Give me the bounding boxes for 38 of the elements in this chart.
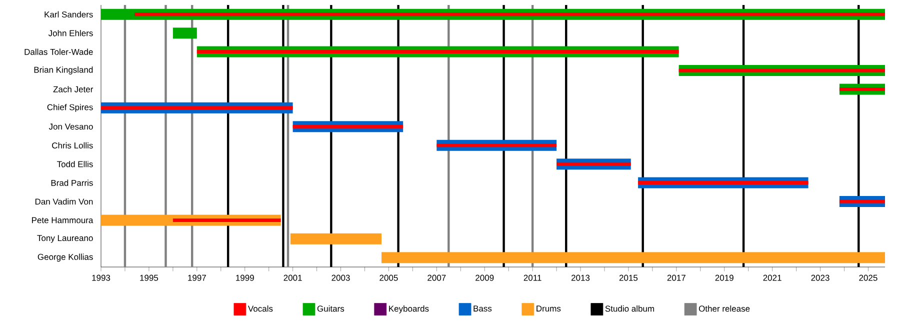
x-tick-label: 2013 (571, 274, 590, 281)
x-tick-label: 2015 (619, 274, 638, 281)
x-tick-label: 2025 (859, 274, 878, 281)
y-tick-label: Pete Hammoura (32, 217, 94, 224)
legend-label: Vocals (248, 305, 273, 312)
legend-label: Drums (536, 306, 561, 312)
x-tick-label: 2009 (476, 274, 494, 281)
y-tick-label: Tony Laureano (37, 235, 93, 243)
x-tick-label: 1993 (92, 274, 110, 281)
x-tick-label: 2017 (667, 274, 686, 281)
legend-label: Keyboards (389, 305, 429, 314)
y-tick-label: Todd Ellis (57, 160, 93, 168)
y-tick-label: John Ehlers (48, 30, 93, 36)
x-tick-label: 2011 (524, 274, 542, 281)
x-tick-label: 2019 (715, 274, 734, 281)
x-tick-label: 2005 (380, 274, 398, 281)
x-tick-label: 2023 (811, 274, 830, 281)
x-tick-label: 2007 (428, 274, 446, 281)
y-tick-label: Chief Spires (47, 104, 93, 112)
x-tick-label: 2003 (332, 274, 350, 281)
legend-label: Other release (698, 305, 750, 312)
y-tick-label: Chris Lollis (52, 142, 93, 148)
y-tick-label: Brad Parris (51, 180, 93, 186)
legend-label: Studio album (605, 305, 654, 312)
legend-label: Bass (474, 306, 492, 312)
y-tick-label: Karl Sanders (44, 11, 93, 18)
y-tick-label: Dallas Toler-Wade (24, 48, 93, 55)
y-tick-label: Zach Jeter (53, 86, 94, 92)
x-tick-label: 1999 (236, 274, 254, 281)
x-tick-label: 2021 (763, 274, 782, 281)
x-tick-label: 1997 (188, 274, 206, 281)
y-tick-label: Dan Vadim Von (35, 198, 93, 205)
y-tick-label: Brian Kingsland (34, 66, 93, 74)
x-tick-label: 1995 (140, 274, 158, 281)
y-tick-label: George Kollias (38, 254, 93, 262)
x-tick-label: 2001 (284, 274, 302, 281)
y-tick-label: Jon Vesano (48, 124, 93, 130)
legend-label: Guitars (317, 305, 344, 312)
